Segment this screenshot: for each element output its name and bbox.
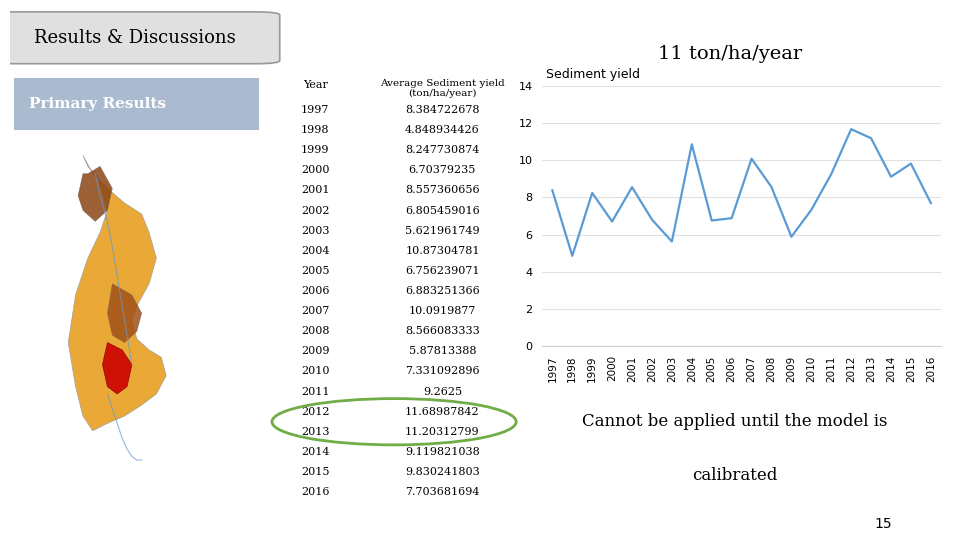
- Text: Year: Year: [302, 80, 327, 90]
- Text: Average Sediment yield: Average Sediment yield: [380, 79, 505, 88]
- Text: 7.331092896: 7.331092896: [405, 367, 480, 376]
- Text: 6.70379235: 6.70379235: [409, 165, 476, 176]
- Text: 11 ton/ha/year: 11 ton/ha/year: [658, 45, 802, 63]
- Text: calibrated: calibrated: [692, 467, 777, 484]
- Text: 2004: 2004: [301, 246, 329, 256]
- Text: 8.384722678: 8.384722678: [405, 105, 480, 115]
- Polygon shape: [68, 156, 166, 431]
- Text: 8.557360656: 8.557360656: [405, 185, 480, 195]
- Text: 15: 15: [875, 517, 892, 531]
- Text: 9.119821038: 9.119821038: [405, 447, 480, 457]
- Text: 2011: 2011: [301, 387, 329, 396]
- Text: 5.621961749: 5.621961749: [405, 226, 480, 235]
- Text: 2003: 2003: [301, 226, 329, 235]
- Text: 2012: 2012: [301, 407, 329, 417]
- Text: 1997: 1997: [301, 105, 329, 115]
- Text: 10.87304781: 10.87304781: [405, 246, 480, 256]
- Text: 1998: 1998: [301, 125, 329, 135]
- Text: 11.68987842: 11.68987842: [405, 407, 480, 417]
- Text: 9.2625: 9.2625: [422, 387, 462, 396]
- Text: 2009: 2009: [301, 346, 329, 356]
- Text: (ton/ha/year): (ton/ha/year): [408, 89, 477, 98]
- Text: 6.756239071: 6.756239071: [405, 266, 480, 276]
- Text: 7.703681694: 7.703681694: [405, 487, 480, 497]
- Text: 9.830241803: 9.830241803: [405, 467, 480, 477]
- Text: Results & Discussions: Results & Discussions: [34, 29, 235, 47]
- Text: 2013: 2013: [301, 427, 329, 437]
- Text: 11.20312799: 11.20312799: [405, 427, 480, 437]
- Text: Sediment yield: Sediment yield: [546, 68, 640, 81]
- Text: 8.247730874: 8.247730874: [405, 145, 480, 155]
- Text: 6.883251366: 6.883251366: [405, 286, 480, 296]
- Text: 2000: 2000: [301, 165, 329, 176]
- Text: 2006: 2006: [301, 286, 329, 296]
- Text: Cannot be applied until the model is: Cannot be applied until the model is: [582, 413, 887, 430]
- FancyBboxPatch shape: [0, 12, 279, 64]
- Text: 6.805459016: 6.805459016: [405, 206, 480, 215]
- FancyBboxPatch shape: [14, 78, 259, 130]
- Text: 4.848934426: 4.848934426: [405, 125, 480, 135]
- Text: 2007: 2007: [301, 306, 329, 316]
- Polygon shape: [103, 342, 132, 394]
- Text: 8.566083333: 8.566083333: [405, 326, 480, 336]
- Text: 2008: 2008: [301, 326, 329, 336]
- Text: 2002: 2002: [301, 206, 329, 215]
- Text: 1999: 1999: [301, 145, 329, 155]
- Text: 5.87813388: 5.87813388: [409, 346, 476, 356]
- Text: 2014: 2014: [301, 447, 329, 457]
- Text: Primary Results: Primary Results: [30, 97, 166, 111]
- Text: 2016: 2016: [301, 487, 329, 497]
- Text: 2001: 2001: [301, 185, 329, 195]
- Polygon shape: [78, 166, 112, 221]
- Text: 2010: 2010: [301, 367, 329, 376]
- Text: 10.0919877: 10.0919877: [409, 306, 476, 316]
- Text: 2005: 2005: [301, 266, 329, 276]
- Polygon shape: [108, 284, 142, 342]
- Text: 2015: 2015: [301, 467, 329, 477]
